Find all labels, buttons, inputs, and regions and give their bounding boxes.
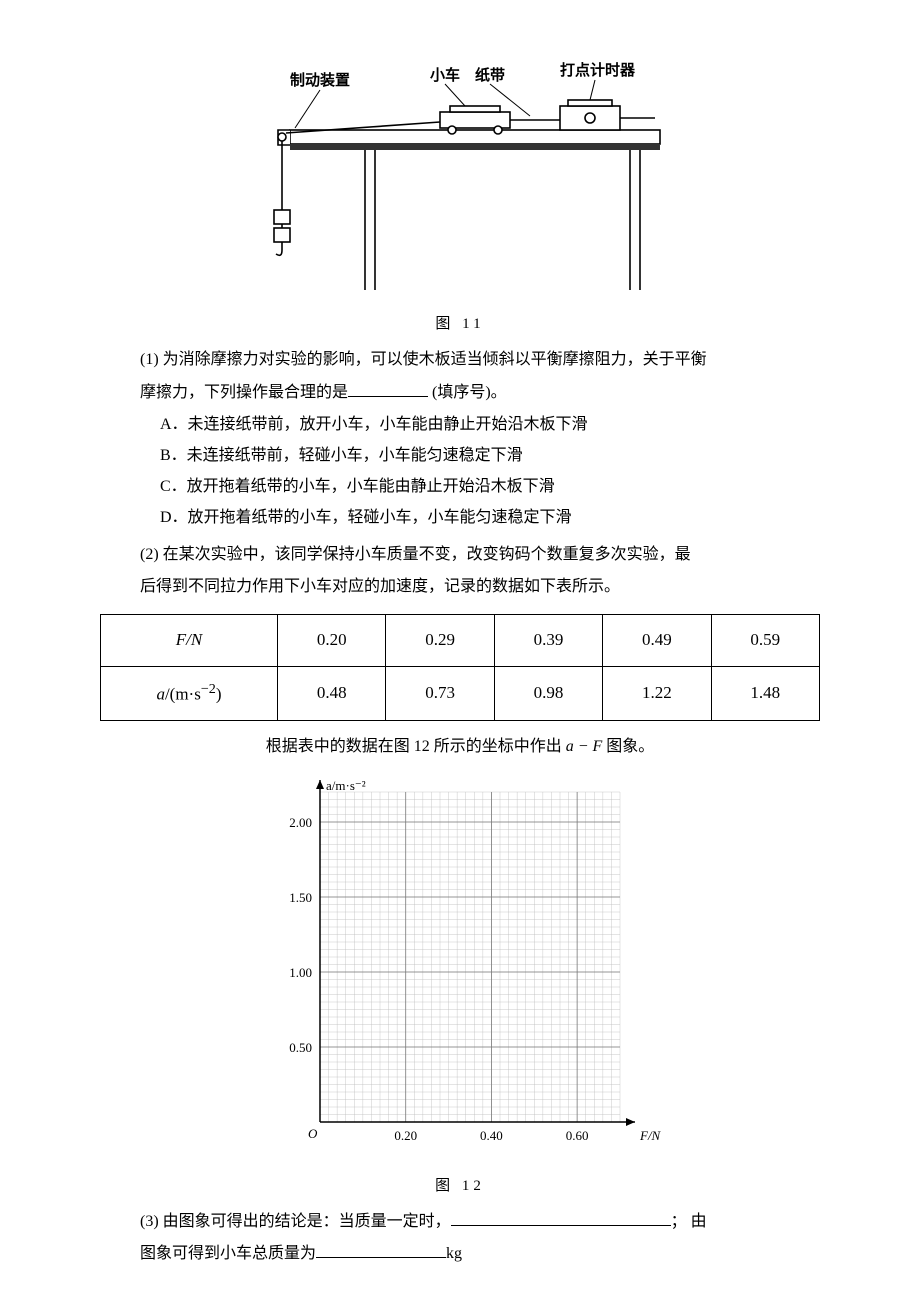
q3-line2: 图象可得到小车总质量为 kg (140, 1240, 890, 1269)
q2-line1: 在某次实验中，该同学保持小车质量不变，改变钩码个数重复多次实验，最 (163, 546, 691, 563)
data-table: F/N 0.20 0.29 0.39 0.49 0.59 a/(m·s−2) 0… (100, 614, 820, 721)
figure-11-caption: 图 11 (30, 311, 890, 338)
svg-text:2.00: 2.00 (289, 815, 312, 830)
figure-12: 0.20 0.40 0.60 0.50 1.00 1.50 2.00 Oa/m·s⁻² F/N (30, 772, 890, 1163)
q3-text-a: 由图象可得出的结论是：当质量一定时， (163, 1213, 451, 1230)
label-cart: 小车 (430, 66, 460, 84)
q1-option-d: D．放开拖着纸带的小车，轻碰小车，小车能匀速稳定下滑 (160, 504, 890, 533)
q3: (3) 由图象可得出的结论是：当质量一定时， ； 由 (140, 1208, 890, 1237)
row1-header: F/N (101, 615, 278, 667)
cell: 0.20 (278, 615, 386, 667)
svg-text:0.20: 0.20 (394, 1128, 417, 1143)
q1-number: (1) (140, 351, 159, 368)
cell: 0.39 (494, 615, 602, 667)
q3-number: (3) (140, 1213, 159, 1230)
label-brake: 制动装置 (290, 71, 350, 89)
svg-text:a/m·s⁻²: a/m·s⁻² (326, 778, 366, 793)
q1-option-c: C．放开拖着纸带的小车，小车能由静止开始沿木板下滑 (160, 473, 890, 502)
q1-blank[interactable] (348, 380, 428, 397)
table-row: a/(m·s−2) 0.48 0.73 0.98 1.22 1.48 (101, 666, 820, 720)
q1-line1: 为消除摩擦力对实验的影响，可以使木板适当倾斜以平衡摩擦阻力，关于平衡 (163, 351, 707, 368)
figure-11: 制动装置 小车 纸带 打点计时器 (30, 50, 890, 301)
q1-line2: 摩擦力，下列操作最合理的是 (填序号)。 (140, 379, 890, 408)
figure-12-caption: 图 12 (30, 1173, 890, 1200)
q2: (2) 在某次实验中，该同学保持小车质量不变，改变钩码个数重复多次实验，最 (140, 541, 890, 570)
cell: 1.48 (711, 666, 819, 720)
svg-text:1.50: 1.50 (289, 890, 312, 905)
table-row: F/N 0.20 0.29 0.39 0.49 0.59 (101, 615, 820, 667)
q2-number: (2) (140, 546, 159, 563)
q3-blank1[interactable] (451, 1209, 671, 1226)
svg-text:F/N: F/N (639, 1128, 662, 1143)
cell: 0.98 (494, 666, 602, 720)
cell: 0.29 (386, 615, 494, 667)
q1-option-a: A．未连接纸带前，放开小车，小车能由静止开始沿木板下滑 (160, 411, 890, 440)
label-timer: 打点计时器 (560, 61, 636, 79)
q3-blank2[interactable] (316, 1241, 446, 1258)
label-tape: 纸带 (475, 66, 505, 84)
svg-text:0.60: 0.60 (566, 1128, 589, 1143)
svg-text:1.00: 1.00 (289, 965, 312, 980)
q2-line2: 后得到不同拉力作用下小车对应的加速度，记录的数据如下表所示。 (140, 573, 890, 602)
q2-instruction: 根据表中的数据在图 12 所示的坐标中作出 a − F 图象。 (30, 733, 890, 762)
cell: 0.73 (386, 666, 494, 720)
row2-header: a/(m·s−2) (101, 666, 278, 720)
q3-text-b: ； 由 (671, 1213, 707, 1230)
apparatus-svg: 制动装置 小车 纸带 打点计时器 (250, 50, 670, 290)
cell: 0.48 (278, 666, 386, 720)
grid-chart-svg: 0.20 0.40 0.60 0.50 1.00 1.50 2.00 Oa/m·s⁻² F/N (250, 772, 670, 1152)
svg-text:O: O (308, 1126, 318, 1141)
cell: 0.59 (711, 615, 819, 667)
svg-text:0.40: 0.40 (480, 1128, 503, 1143)
cell: 1.22 (603, 666, 711, 720)
q3-text-d: kg (446, 1245, 462, 1262)
q1: (1) 为消除摩擦力对实验的影响，可以使木板适当倾斜以平衡摩擦阻力，关于平衡 (140, 346, 890, 375)
q3-text-c: 图象可得到小车总质量为 (140, 1245, 316, 1262)
q1-option-b: B．未连接纸带前，轻碰小车，小车能匀速稳定下滑 (160, 442, 890, 471)
cell: 0.49 (603, 615, 711, 667)
svg-text:0.50: 0.50 (289, 1040, 312, 1055)
